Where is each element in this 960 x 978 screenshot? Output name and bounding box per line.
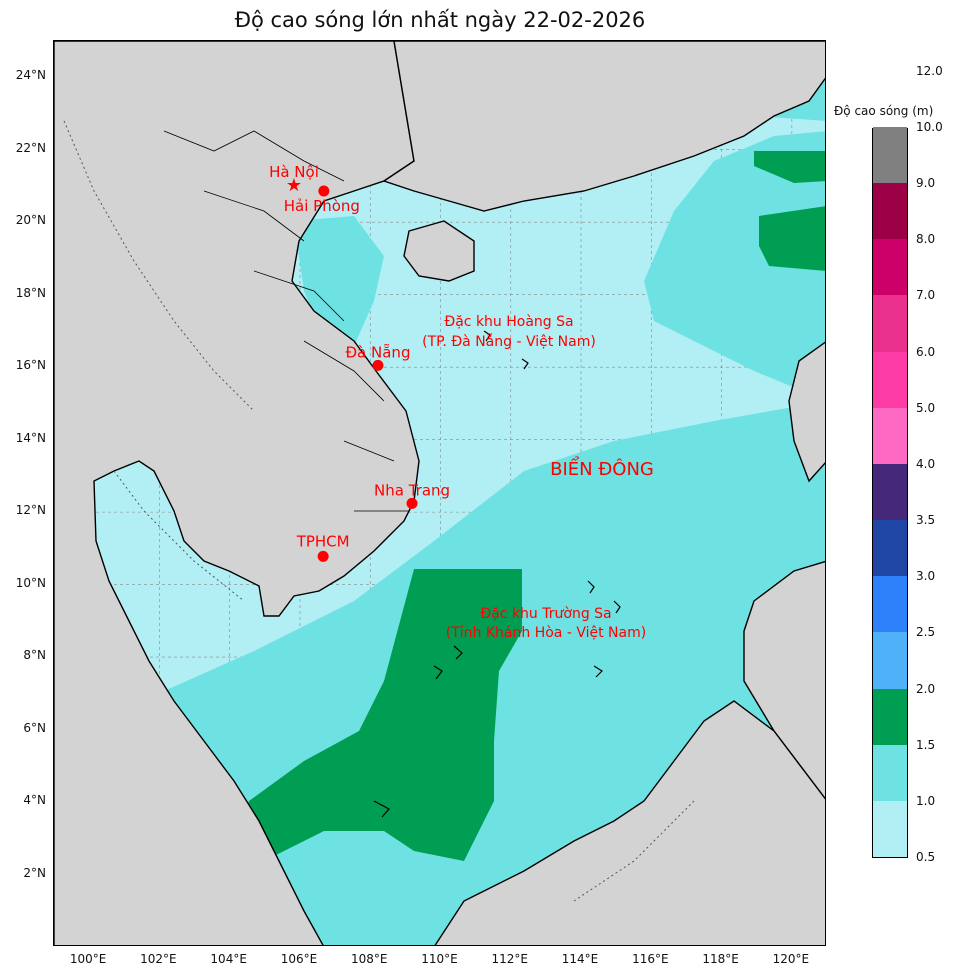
land-china-south-coast: [382, 41, 825, 212]
colorbar-tick-label: 5.0: [916, 400, 936, 415]
lon-tick-label: 116°E: [632, 952, 669, 966]
province-borders: [163, 130, 409, 512]
land-hainan-island: [403, 220, 475, 282]
lat-tick-label: 10°N: [15, 575, 46, 590]
colorbar-tick-label: 2.0: [916, 681, 936, 696]
lat-tick-label: 18°N: [15, 285, 46, 300]
wave-height-map: ★ Hà Nội Hải Phòng Đà Nẵng Nha Trang TPHCM Đặ…: [53, 40, 826, 946]
colorbar-title: Độ cao sóng (m): [834, 104, 934, 118]
colorbar-segment: [873, 463, 907, 521]
lon-tick-label: 104°E: [210, 952, 247, 966]
colorbar-tick-label: 4.0: [916, 456, 936, 471]
wave-zone-medium-north: [644, 131, 825, 401]
place-label: Hải Phòng: [284, 197, 360, 215]
colorbar-segment: [873, 351, 907, 408]
colorbar-tick-label: 3.0: [916, 569, 936, 584]
lon-tick-label: 102°E: [140, 952, 177, 966]
hoang-sa-label-2: (TP. Đà Nẵng - Việt Nam): [422, 333, 596, 350]
dot-icon: [406, 497, 418, 509]
lat-tick-label: 14°N: [15, 430, 46, 445]
land-luzon: [788, 341, 825, 483]
colorbar-segment: [873, 126, 907, 184]
colorbar-segment: [873, 407, 907, 464]
lon-tick-label: 112°E: [491, 952, 529, 966]
colorbar: [872, 126, 908, 858]
colorbar-segment: [873, 800, 907, 857]
lat-tick-label: 8°N: [23, 648, 46, 663]
lat-tick-label: 16°N: [15, 358, 46, 373]
land-borneo: [434, 700, 825, 945]
island-outlines: [373, 330, 621, 818]
map-title: Độ cao sóng lớn nhất ngày 22-02-2026: [234, 8, 646, 32]
truong-sa-label-1: Đặc khu Trường Sa: [480, 606, 611, 622]
colorbar-tick-label: 7.0: [916, 288, 936, 303]
colorbar-tick-label: 12.0: [916, 63, 943, 78]
lon-tick-label: 120°E: [772, 952, 810, 966]
colorbar-segment: [873, 182, 907, 240]
map-canvas: ★Hà Nội Hải Phòng Đà Nẵng Nha Trang TPHCM Đặ…: [54, 41, 825, 945]
colorbar-segment: [873, 631, 907, 689]
dot-icon: [372, 359, 384, 371]
colorbar-tick-label: 6.0: [916, 344, 936, 359]
lon-tick-label: 110°E: [421, 952, 458, 966]
lon-tick-label: 106°E: [280, 952, 318, 966]
place-label: Nha Trang: [374, 481, 450, 499]
colorbar-segment: [873, 575, 907, 633]
star-icon: ★: [286, 175, 302, 196]
truong-sa-label-2: (Tỉnh Khánh Hòa - Việt Nam): [446, 625, 646, 641]
place-markers: ★Hà Nội Hải Phòng Đà Nẵng Nha Trang TPHCM: [269, 163, 450, 562]
dot-icon: [318, 185, 330, 197]
map-annotations: Đặc khu Hoàng Sa (TP. Đà Nẵng - Việt Nam…: [422, 314, 654, 641]
hoang-sa-label-1: Đặc khu Hoàng Sa: [444, 314, 573, 330]
colorbar-tick-label: 9.0: [916, 176, 936, 191]
colorbar-tick-label: 1.0: [916, 793, 936, 808]
colorbar-segment: [873, 744, 907, 801]
colorbar-tick-label: 10.0: [916, 120, 943, 134]
colorbar-segment: [873, 238, 907, 296]
land-mainland-asia: [54, 41, 420, 945]
colorbar-tick-label: 8.0: [916, 232, 936, 247]
colorbar-segment: [873, 294, 907, 352]
bien-dong-label: BIỂN ĐÔNG: [550, 456, 654, 480]
dot-icon: [317, 550, 329, 562]
colorbar-tick-label: 3.5: [916, 513, 936, 528]
colorbar-tick-label: 1.5: [916, 737, 936, 752]
lon-tick-label: 118°E: [702, 952, 739, 966]
lat-tick-label: 20°N: [15, 213, 46, 228]
lat-tick-label: 12°N: [15, 503, 46, 518]
lon-tick-label: 114°E: [561, 952, 599, 966]
lat-tick-label: 24°N: [15, 68, 46, 83]
lat-tick-label: 2°N: [23, 865, 46, 880]
colorbar-tick-label: 0.5: [916, 850, 936, 864]
place-label: TPHCM: [296, 532, 350, 550]
lon-tick-label: 108°E: [350, 952, 388, 966]
place-label: Hà Nội: [269, 163, 319, 181]
colorbar-segment: [873, 688, 907, 745]
wave-zone-high-topright: [754, 151, 825, 183]
land-masses: [54, 41, 825, 945]
colorbar-segment: [873, 519, 907, 577]
place-label: Đà Nẵng: [345, 343, 410, 361]
lat-tick-label: 22°N: [15, 140, 46, 155]
wave-zone-high-south: [234, 569, 522, 861]
colorbar-tick-label: 2.5: [916, 625, 936, 640]
lat-tick-label: 6°N: [23, 720, 46, 735]
coastal-boundaries: [63, 120, 695, 902]
lat-tick-label: 4°N: [23, 793, 46, 808]
wave-zone-high-east: [759, 206, 825, 271]
lon-tick-label: 100°E: [69, 952, 107, 966]
